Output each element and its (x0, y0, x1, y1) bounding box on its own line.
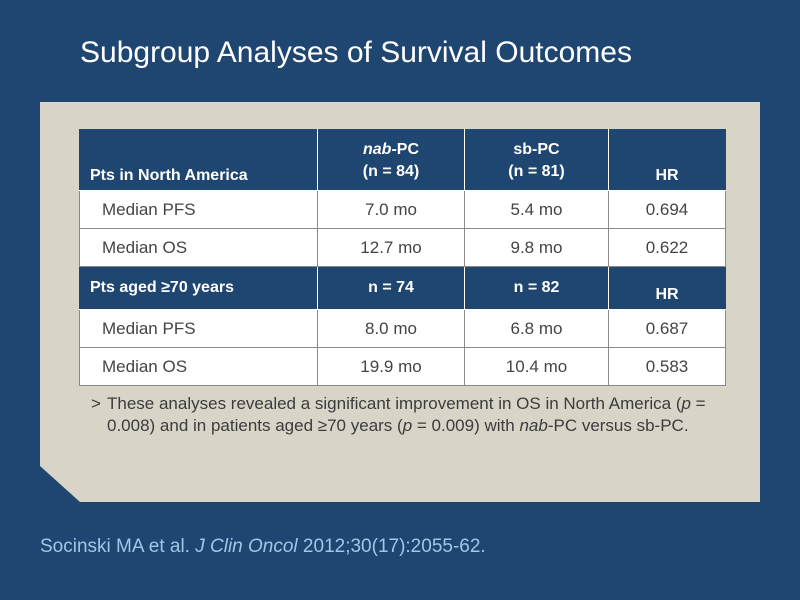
note-nab-italic: nab (519, 416, 548, 435)
table-row: Median PFS 7.0 mo 5.4 mo 0.694 (80, 191, 726, 229)
header-sb-label: sb-PC (513, 141, 560, 158)
cell-sb: 9.8 mo (465, 229, 609, 267)
table-header-aged-70: Pts aged ≥70 years n = 74 n = 82 HR (80, 267, 726, 310)
row-label: Median OS (80, 229, 318, 267)
cell-nab: 8.0 mo (318, 310, 465, 348)
note-text: These analyses revealed a significant im… (91, 393, 731, 437)
header-hr: HR (609, 130, 726, 191)
citation: Socinski MA et al. J Clin Oncol 2012;30(… (40, 536, 486, 558)
header-nab-italic: nab (362, 141, 392, 158)
cell-sb: 5.4 mo (465, 191, 609, 229)
cell-hr: 0.694 (609, 191, 726, 229)
bullet-arrow-icon: > (91, 394, 101, 413)
header-nab-pc: nab-PC (n = 84) (318, 130, 465, 191)
table-row: Median PFS 8.0 mo 6.8 mo 0.687 (80, 310, 726, 348)
note-part: -PC versus sb-PC. (547, 416, 689, 435)
row-label: Median PFS (80, 191, 318, 229)
cell-hr: 0.583 (609, 348, 726, 386)
citation-authors: Socinski MA et al. (40, 536, 196, 557)
row-label: Median PFS (80, 310, 318, 348)
cell-sb: 10.4 mo (465, 348, 609, 386)
subgroup-table: Pts in North America nab-PC (n = 84) sb-… (79, 129, 726, 386)
header-label: Pts aged ≥70 years (80, 267, 318, 310)
citation-ref: 2012;30(17):2055-62. (297, 536, 486, 557)
cell-nab: 12.7 mo (318, 229, 465, 267)
header-label: Pts in North America (80, 130, 318, 191)
cell-nab: 19.9 mo (318, 348, 465, 386)
header-hr: HR (609, 267, 726, 310)
note-part: These analyses revealed a significant im… (107, 394, 682, 413)
citation-journal: J Clin Oncol (195, 536, 298, 557)
note-p-italic: p (402, 416, 413, 435)
header-nab-n: n = 74 (318, 267, 465, 310)
cell-nab: 7.0 mo (318, 191, 465, 229)
note-part: = 0.008) and in patients aged ≥70 years … (107, 394, 706, 435)
cell-hr: 0.622 (609, 229, 726, 267)
row-label: Median OS (80, 348, 318, 386)
cell-hr: 0.687 (609, 310, 726, 348)
table-row: Median OS 12.7 mo 9.8 mo 0.622 (80, 229, 726, 267)
note-part: = 0.009) with (412, 416, 520, 435)
conclusion-note: > These analyses revealed a significant … (91, 393, 731, 437)
table-row: Median OS 19.9 mo 10.4 mo 0.583 (80, 348, 726, 386)
header-sb-n: n = 82 (465, 267, 609, 310)
header-sb-pc: sb-PC (n = 81) (465, 130, 609, 191)
content-panel: Pts in North America nab-PC (n = 84) sb-… (40, 102, 760, 502)
note-p-italic: p (681, 394, 691, 413)
cell-sb: 6.8 mo (465, 310, 609, 348)
table-header-north-america: Pts in North America nab-PC (n = 84) sb-… (80, 130, 726, 191)
slide-title: Subgroup Analyses of Survival Outcomes (80, 36, 632, 69)
header-sb-n: (n = 81) (508, 163, 565, 180)
header-nab-suffix: -PC (391, 141, 419, 158)
header-nab-n: (n = 84) (362, 163, 420, 180)
